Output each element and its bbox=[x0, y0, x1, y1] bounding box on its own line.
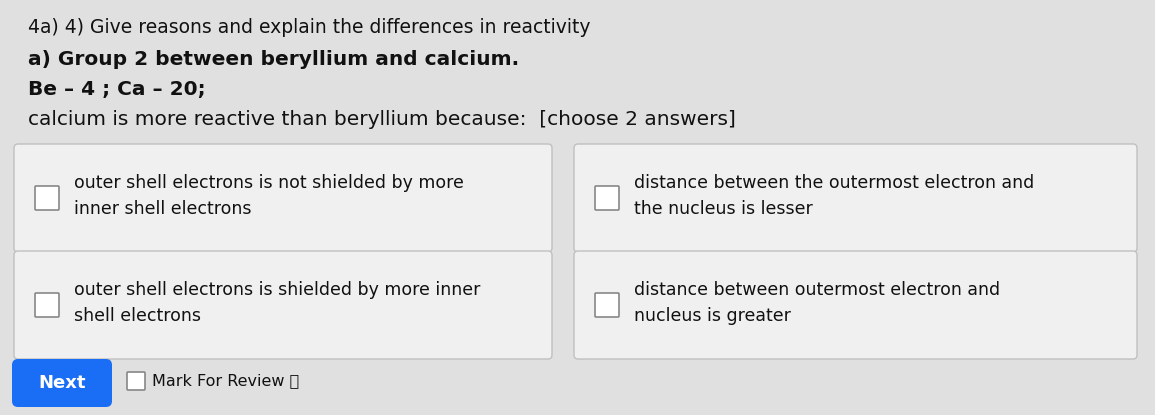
FancyBboxPatch shape bbox=[35, 186, 59, 210]
Text: outer shell electrons is not shielded by more
inner shell electrons: outer shell electrons is not shielded by… bbox=[74, 174, 464, 218]
Text: distance between the outermost electron and
the nucleus is lesser: distance between the outermost electron … bbox=[634, 174, 1034, 218]
FancyBboxPatch shape bbox=[574, 251, 1137, 359]
FancyBboxPatch shape bbox=[595, 293, 619, 317]
FancyBboxPatch shape bbox=[12, 359, 112, 407]
FancyBboxPatch shape bbox=[127, 372, 146, 390]
Text: Mark For Review ⓘ: Mark For Review ⓘ bbox=[152, 374, 299, 388]
Text: a) Group 2 between beryllium and calcium.: a) Group 2 between beryllium and calcium… bbox=[28, 50, 519, 69]
FancyBboxPatch shape bbox=[14, 144, 552, 252]
FancyBboxPatch shape bbox=[35, 293, 59, 317]
Text: Next: Next bbox=[38, 374, 85, 392]
Text: 4a) 4) Give reasons and explain the differences in reactivity: 4a) 4) Give reasons and explain the diff… bbox=[28, 18, 590, 37]
Text: outer shell electrons is shielded by more inner
shell electrons: outer shell electrons is shielded by mor… bbox=[74, 281, 480, 325]
Text: distance between outermost electron and
nucleus is greater: distance between outermost electron and … bbox=[634, 281, 1000, 325]
FancyBboxPatch shape bbox=[14, 251, 552, 359]
Text: calcium is more reactive than beryllium because:  [choose 2 answers]: calcium is more reactive than beryllium … bbox=[28, 110, 736, 129]
FancyBboxPatch shape bbox=[574, 144, 1137, 252]
FancyBboxPatch shape bbox=[595, 186, 619, 210]
Text: Be – 4 ; Ca – 20;: Be – 4 ; Ca – 20; bbox=[28, 80, 206, 99]
